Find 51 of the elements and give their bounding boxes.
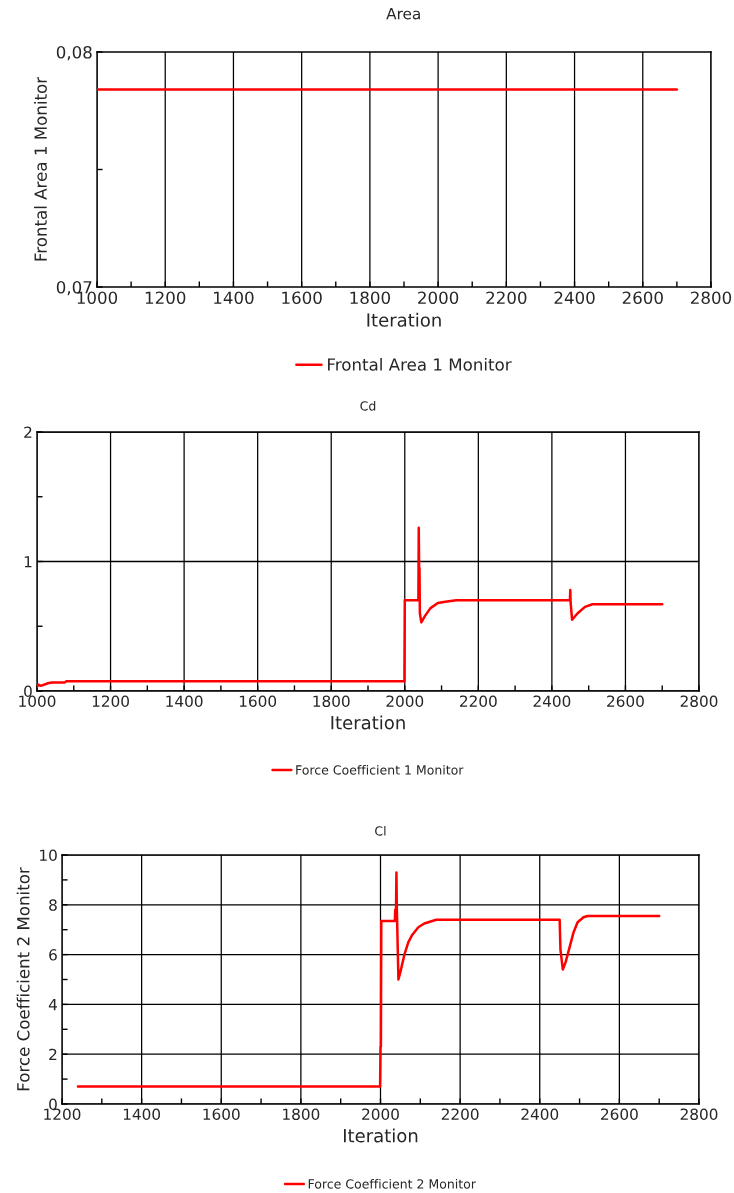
x-tick-label: 2200 (460, 695, 497, 707)
x-tick-label: 1800 (350, 291, 390, 305)
x-tick-label: 1800 (313, 695, 350, 707)
x-tick-label: 1200 (145, 291, 186, 305)
x-tick-label: 2800 (691, 291, 732, 305)
y-tick-label: 0 (24, 685, 32, 698)
y-axis-title: Force Coefficient 2 Monitor (16, 867, 30, 1091)
x-tick-label: 1000 (19, 695, 56, 707)
line-series (37, 526, 664, 689)
y-tick-label: 4 (48, 999, 57, 1011)
y-tick-label: 0,08 (56, 45, 92, 61)
x-axis-title: Iteration (331, 715, 405, 730)
x-tick-label: 2600 (601, 1108, 638, 1120)
y-tick-label: 10 (40, 849, 57, 862)
x-tick-label: 2000 (418, 291, 459, 305)
x-tick-label: 1400 (123, 1108, 161, 1120)
y-tick-label: 1 (24, 556, 32, 568)
x-tick-label: 2200 (441, 1108, 479, 1120)
chart-title: Area (386, 8, 420, 20)
x-tick-label: 1600 (239, 695, 277, 707)
x-tick-label: 1600 (203, 1108, 240, 1120)
y-tick-label: 0 (49, 1098, 57, 1111)
x-tick-label: 1400 (166, 695, 203, 707)
y-tick-label: 6 (49, 949, 57, 961)
x-tick-label: 1200 (92, 695, 129, 707)
x-tick-label: 2000 (362, 1108, 399, 1120)
y-tick-label: 8 (49, 899, 57, 911)
x-axis-title: Iteration (343, 1128, 418, 1143)
x-tick-label: 2200 (486, 291, 527, 305)
x-tick-label: 1400 (214, 291, 254, 305)
x-tick-label: 1600 (282, 291, 322, 305)
chart-title: Cl (375, 825, 386, 836)
x-tick-label: 2600 (622, 291, 663, 305)
x-tick-label: 2800 (680, 1108, 718, 1120)
legend-label: Force Coefficient 1 Monitor (296, 764, 464, 775)
y-axis-title: Frontal Area 1 Monitor (34, 76, 47, 261)
y-tick-label: 2 (49, 1048, 57, 1060)
x-tick-label: 2000 (386, 695, 424, 707)
x-tick-label: 2400 (521, 1108, 559, 1120)
line-series (76, 871, 661, 1088)
legend-label: Force Coefficient 2 Monitor (308, 1178, 476, 1189)
x-axis-title: Iteration (367, 312, 441, 327)
legend-label: Frontal Area 1 Monitor (328, 357, 512, 371)
x-tick-label: 2400 (533, 695, 571, 707)
x-tick-label: 1200 (44, 1108, 81, 1120)
y-tick-label: 2 (24, 426, 32, 438)
x-tick-label: 1800 (283, 1108, 320, 1120)
x-tick-label: 2400 (554, 291, 595, 305)
x-tick-label: 2800 (680, 695, 718, 707)
x-tick-label: 2600 (607, 695, 644, 707)
chart-title: Cd (360, 400, 376, 411)
